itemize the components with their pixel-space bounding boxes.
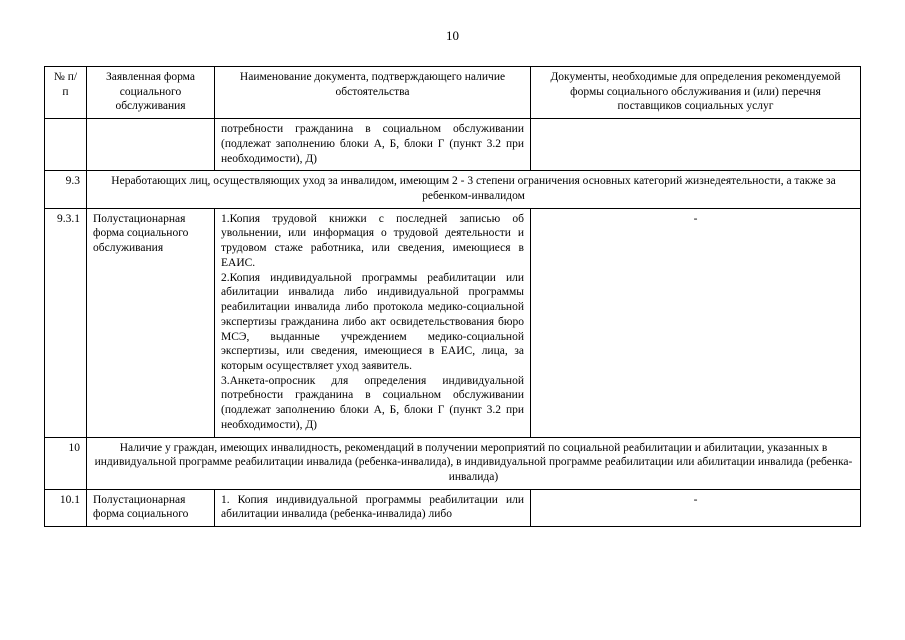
cell-num: 10 — [45, 437, 87, 489]
col-form: Заявленная форма социального обслуживани… — [87, 67, 215, 119]
cell-req — [531, 119, 861, 171]
cell-num: 10.1 — [45, 489, 87, 526]
cell-num: 9.3 — [45, 171, 87, 208]
cell-section-title: Наличие у граждан, имеющих инвалидность,… — [87, 437, 861, 489]
page-number: 10 — [44, 28, 861, 44]
table-row: 10 Наличие у граждан, имеющих инвалиднос… — [45, 437, 861, 489]
table-row: 9.3 Неработающих лиц, осуществляющих ухо… — [45, 171, 861, 208]
cell-num — [45, 119, 87, 171]
cell-doc: 1. Копия индивидуальной программы реабил… — [215, 489, 531, 526]
col-number: № п/п — [45, 67, 87, 119]
cell-section-title: Неработающих лиц, осуществляющих уход за… — [87, 171, 861, 208]
table-row: 9.3.1 Полустационарная форма социального… — [45, 208, 861, 437]
cell-form: Полустационарная форма социального — [87, 489, 215, 526]
cell-doc: потребности гражданина в социальном обсл… — [215, 119, 531, 171]
table-row: 10.1 Полустационарная форма социального … — [45, 489, 861, 526]
table-row: потребности гражданина в социальном обсл… — [45, 119, 861, 171]
col-doc-name: Наименование документа, подтверждающего … — [215, 67, 531, 119]
cell-num: 9.3.1 — [45, 208, 87, 437]
cell-form: Полустационарная форма социального обслу… — [87, 208, 215, 437]
document-page: { "page_number": "10", "table": { "colum… — [0, 0, 905, 640]
cell-req: - — [531, 208, 861, 437]
requirements-table: № п/п Заявленная форма социального обслу… — [44, 66, 861, 527]
cell-req: - — [531, 489, 861, 526]
cell-doc: 1.Копия трудовой книжки с последней запи… — [215, 208, 531, 437]
col-required-docs: Документы, необходимые для определения р… — [531, 67, 861, 119]
cell-form — [87, 119, 215, 171]
table-header-row: № п/п Заявленная форма социального обслу… — [45, 67, 861, 119]
